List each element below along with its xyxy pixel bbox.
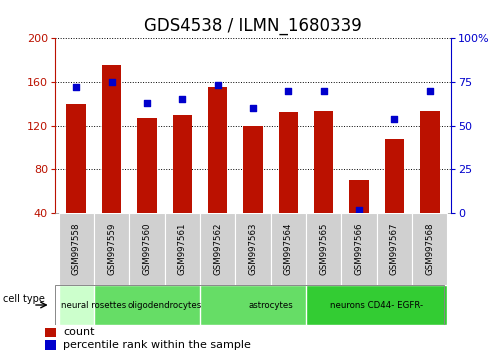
Bar: [94, 213, 129, 285]
Text: percentile rank within the sample: percentile rank within the sample: [63, 340, 251, 350]
Point: [284, 88, 292, 93]
Bar: [45, 328, 56, 337]
Bar: [102, 65, 121, 213]
Point: [214, 82, 222, 88]
Text: GSM997565: GSM997565: [319, 223, 328, 275]
Text: GSM997561: GSM997561: [178, 223, 187, 275]
Bar: [137, 118, 157, 213]
Bar: [341, 213, 377, 285]
Text: GSM997567: GSM997567: [390, 223, 399, 275]
Point: [178, 96, 186, 102]
Title: GDS4538 / ILMN_1680339: GDS4538 / ILMN_1680339: [144, 17, 362, 35]
Point: [390, 116, 398, 121]
Bar: [236, 213, 270, 285]
Text: count: count: [63, 327, 94, 337]
Bar: [385, 139, 404, 213]
Text: astrocytes: astrocytes: [249, 301, 293, 309]
Text: GSM997558: GSM997558: [72, 223, 81, 275]
Text: GSM997568: GSM997568: [425, 223, 434, 275]
Text: GSM997563: GSM997563: [249, 223, 257, 275]
Bar: [58, 285, 129, 325]
Bar: [45, 340, 56, 349]
Point: [143, 100, 151, 105]
Bar: [66, 104, 86, 213]
Point: [249, 105, 257, 111]
Point: [426, 88, 434, 93]
Bar: [208, 87, 228, 213]
Bar: [314, 111, 333, 213]
Bar: [200, 213, 236, 285]
Point: [355, 207, 363, 212]
Bar: [278, 112, 298, 213]
Bar: [306, 285, 448, 325]
Bar: [377, 213, 412, 285]
Bar: [349, 180, 369, 213]
Text: GSM997559: GSM997559: [107, 223, 116, 275]
Bar: [94, 285, 236, 325]
Bar: [270, 213, 306, 285]
Text: GSM997562: GSM997562: [213, 223, 222, 275]
Bar: [58, 213, 94, 285]
Bar: [306, 213, 341, 285]
Bar: [200, 285, 341, 325]
Bar: [244, 126, 262, 213]
Point: [72, 84, 80, 90]
Text: oligodendrocytes: oligodendrocytes: [127, 301, 202, 309]
Point: [320, 88, 328, 93]
Bar: [165, 213, 200, 285]
Text: neural rosettes: neural rosettes: [61, 301, 127, 309]
Text: neurons CD44- EGFR-: neurons CD44- EGFR-: [330, 301, 423, 309]
Text: cell type: cell type: [3, 294, 44, 304]
Bar: [412, 213, 448, 285]
Bar: [173, 115, 192, 213]
Text: GSM997566: GSM997566: [355, 223, 364, 275]
Point: [108, 79, 116, 85]
Bar: [420, 111, 440, 213]
Text: GSM997564: GSM997564: [284, 223, 293, 275]
Bar: [129, 213, 165, 285]
Text: GSM997560: GSM997560: [142, 223, 151, 275]
